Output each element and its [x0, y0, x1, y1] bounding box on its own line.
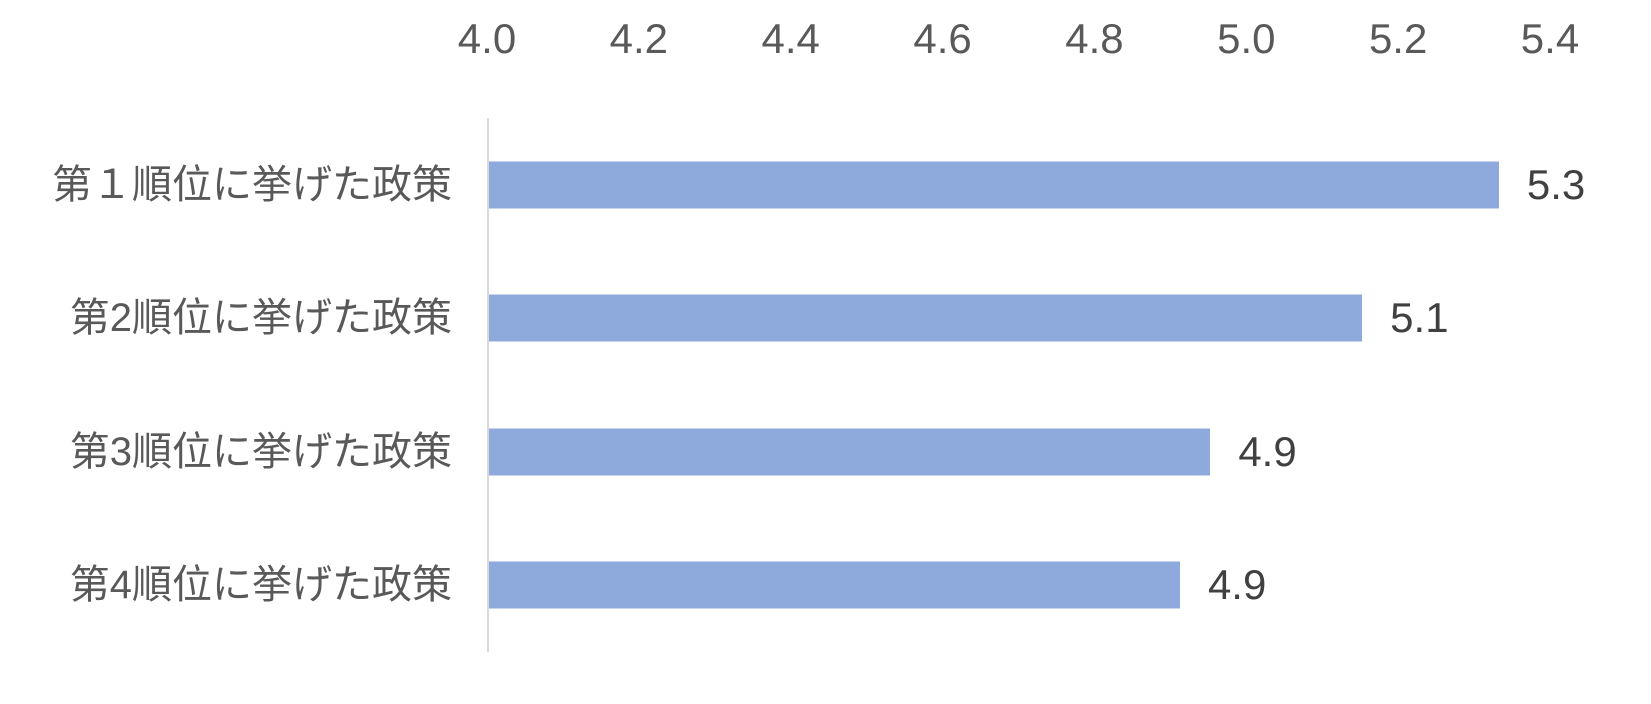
category-label: 第2順位に挙げた政策	[69, 296, 452, 341]
x-axis-tick-label: 4.2	[609, 15, 669, 62]
category-label: 第3順位に挙げた政策	[69, 429, 452, 474]
bar	[489, 561, 1180, 609]
bar-value-label: 5.1	[1390, 294, 1449, 342]
category-label: 第4順位に挙げた政策	[69, 563, 452, 608]
x-axis-tick-label: 5.2	[1368, 15, 1428, 62]
x-axis-tick-label: 4.4	[761, 15, 820, 62]
x-axis-tick-label: 5.4	[1520, 15, 1580, 62]
bar	[489, 428, 1211, 476]
bar	[489, 161, 1499, 209]
bar-value-label: 5.3	[1526, 160, 1586, 208]
bar-value-label: 4.9	[1207, 561, 1267, 609]
bar-value-label: 4.9	[1238, 427, 1297, 475]
y-axis-line	[487, 118, 489, 652]
x-axis-tick-label: 4.6	[913, 15, 972, 62]
x-axis-tick-label: 4.0	[457, 15, 517, 62]
bar	[489, 294, 1363, 342]
x-axis-tick-label: 5.0	[1217, 15, 1276, 62]
x-axis-tick-label: 4.8	[1065, 15, 1124, 62]
category-label: 第１順位に挙げた政策	[52, 162, 452, 207]
